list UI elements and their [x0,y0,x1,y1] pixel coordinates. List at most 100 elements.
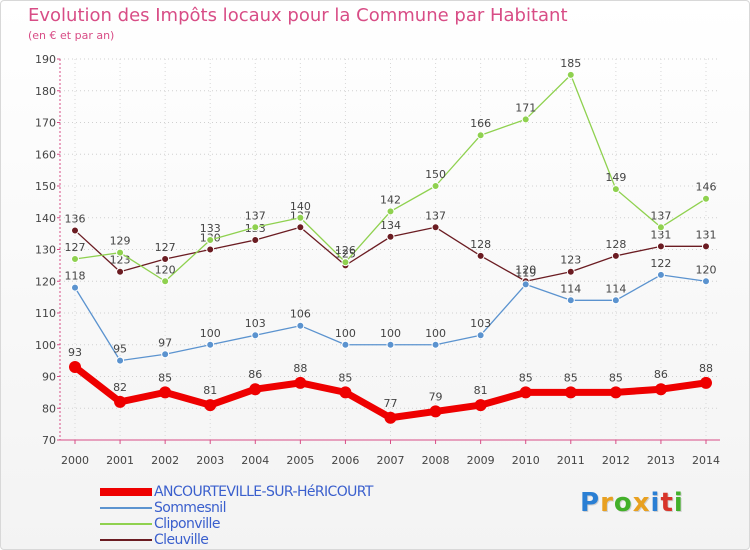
data-label: 118 [65,270,86,283]
proxiti-logo: Proxiti [580,488,684,518]
data-point [296,223,305,232]
data-point [249,383,262,396]
data-point [519,386,532,399]
data-label: 100 [380,327,401,340]
data-point [116,356,125,365]
data-point [251,223,260,232]
data-label: 120 [696,263,717,276]
y-tick-label: 160 [35,148,56,161]
data-label: 122 [650,257,671,270]
y-tick-label: 150 [35,180,56,193]
legend-swatch [100,488,152,496]
data-point [476,331,485,340]
x-tick-label: 2004 [241,454,269,467]
data-point [386,207,395,216]
data-point [656,242,665,251]
x-tick-label: 2008 [422,454,450,467]
data-label: 123 [560,254,581,267]
data-point [384,411,397,424]
x-tick-label: 2014 [692,454,720,467]
x-tick-label: 2000 [61,454,89,467]
data-label: 100 [335,327,356,340]
data-label: 134 [380,219,401,232]
data-label: 166 [470,117,491,130]
data-label: 85 [609,371,623,384]
logo-letter: r [600,488,614,518]
legend-label: Cleuville [154,532,209,548]
data-point [206,340,215,349]
data-label: 140 [290,200,311,213]
data-point [251,235,260,244]
data-label: 128 [605,238,626,251]
data-point [296,213,305,222]
data-label: 137 [245,209,266,222]
logo-letter: i [673,488,684,518]
data-label: 88 [293,362,307,375]
data-point [296,321,305,330]
x-tick-label: 2001 [106,454,134,467]
data-label: 85 [519,371,533,384]
data-label: 114 [605,282,626,295]
data-label: 149 [605,171,626,184]
data-point [161,255,170,264]
logo-letter: x [632,488,651,518]
data-label: 120 [515,263,536,276]
data-point [206,235,215,244]
data-label: 120 [155,263,176,276]
data-label: 85 [158,371,172,384]
data-label: 103 [245,317,266,330]
data-label: 133 [200,222,221,235]
y-tick-label: 130 [35,244,56,257]
x-tick-label: 2009 [467,454,495,467]
y-tick-label: 140 [35,212,56,225]
data-point [611,185,620,194]
data-point [341,258,350,267]
data-point [386,232,395,241]
data-label: 77 [384,397,398,410]
data-label: 131 [650,228,671,241]
legend-label: Cliponville [154,516,220,532]
data-label: 126 [335,244,356,257]
data-point [71,255,79,264]
data-label: 137 [425,209,446,222]
x-tick-label: 2010 [512,454,540,467]
y-tick-label: 100 [35,339,56,352]
y-tick-label: 120 [35,275,56,288]
data-label: 100 [425,327,446,340]
data-label: 93 [68,346,82,359]
data-point [654,383,667,396]
data-point [521,280,530,289]
logo-letter: P [580,488,601,518]
legend-swatch [100,539,152,541]
x-tick-label: 2007 [377,454,405,467]
data-point [159,386,172,399]
data-label: 106 [290,308,311,321]
data-label: 79 [429,390,443,403]
data-point [566,296,575,305]
logo-letter: i [650,488,661,518]
x-tick-label: 2005 [286,454,314,467]
data-point [206,245,215,254]
data-point [702,194,710,203]
data-point [431,223,440,232]
chart-subtitle: (en € et par an) [28,29,115,42]
data-label: 146 [696,181,717,194]
data-point [339,386,352,399]
data-point [656,223,665,232]
data-label: 119 [515,266,536,279]
x-tick-label: 2003 [196,454,224,467]
legend-label: Sommesnil [154,500,226,516]
y-tick-label: 110 [35,307,56,320]
data-label: 82 [113,381,127,394]
data-point [609,386,622,399]
data-label: 128 [470,238,491,251]
data-point [429,405,442,418]
y-tick-label: 180 [35,85,56,98]
data-point [700,376,712,389]
data-label: 86 [654,368,668,381]
data-point [161,350,170,359]
y-tick-label: 90 [42,371,56,384]
data-point [251,331,260,340]
data-label: 95 [113,343,127,356]
data-point [611,296,620,305]
